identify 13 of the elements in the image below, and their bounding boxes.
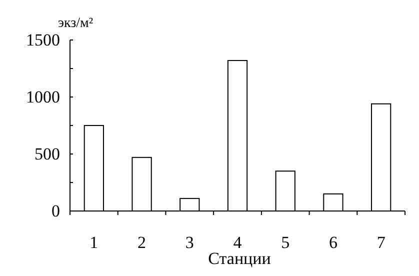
y-axis-title: экз/м² — [58, 16, 94, 31]
x-axis-title: Станции — [208, 249, 271, 268]
x-tick-label: 5 — [281, 233, 290, 252]
x-tick-label: 3 — [185, 233, 194, 252]
x-tick-label: 1 — [90, 233, 98, 252]
y-tick-label: 1500 — [26, 30, 60, 50]
y-tick-label: 1000 — [26, 87, 60, 106]
x-tick-label: 6 — [328, 233, 338, 252]
x-tick-label: 2 — [138, 233, 146, 252]
x-tick-label: 4 — [233, 233, 242, 252]
y-tick-label: 0 — [52, 201, 60, 220]
x-tick-label: 7 — [376, 233, 386, 252]
y-tick-label: 500 — [34, 144, 60, 164]
